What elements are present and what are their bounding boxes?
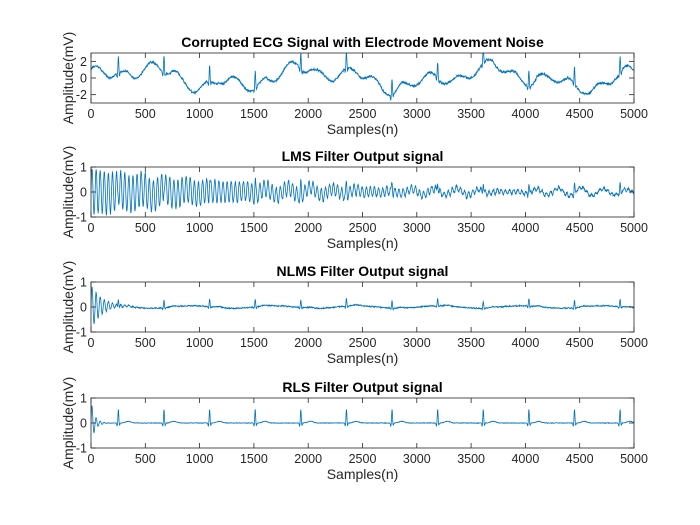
y-tick-label: 1 [80, 392, 87, 406]
subplot-3: 0 500 1000 1500 2000 2500 3000 3500 4000 4500 5000… [60, 261, 648, 366]
y-tick-label: 1 [80, 161, 87, 175]
x-tick-label: 4000 [511, 452, 539, 466]
x-tick-label: 2500 [349, 452, 377, 466]
subplot-title: Corrupted ECG Signal with Electrode Move… [181, 34, 544, 50]
y-tick-label: -1 [76, 211, 87, 225]
y-tick-label: -1 [76, 326, 87, 340]
x-tick-label: 2500 [349, 336, 377, 350]
x-tick-label: 4500 [566, 452, 594, 466]
y-tick-label: 2 [80, 55, 87, 69]
x-tick-label: 1000 [186, 221, 214, 235]
x-tick-label: 2000 [294, 452, 322, 466]
x-tick-label: 4000 [511, 221, 539, 235]
y-tick-label: 0 [80, 417, 87, 431]
x-tick-label: 5000 [620, 452, 648, 466]
x-tick-label: 4500 [566, 336, 594, 350]
x-tick-label: 500 [135, 336, 156, 350]
y-axis-label: Amplitude(mV) [60, 261, 76, 354]
x-tick-label: 4000 [511, 336, 539, 350]
x-axis-label: Samples(n) [327, 466, 399, 482]
x-tick-label: 4000 [511, 107, 539, 121]
x-tick-label: 2500 [349, 107, 377, 121]
x-tick-label: 0 [88, 221, 95, 235]
subplot-1: 0 500 1000 1500 2000 2500 3000 3500 4000 4500 5000… [60, 32, 648, 137]
signal-line [91, 168, 634, 216]
y-tick-label: 1 [80, 276, 87, 290]
x-tick-label: 5000 [620, 221, 648, 235]
signal-line [91, 404, 634, 434]
x-tick-label: 3500 [457, 221, 485, 235]
subplot-4: 0 500 1000 1500 2000 2500 3000 3500 4000 4500 5000… [60, 377, 648, 482]
y-axis-label: Amplitude(mV) [60, 32, 76, 125]
subplot-title: NLMS Filter Output signal [277, 263, 449, 279]
x-tick-label: 500 [135, 221, 156, 235]
x-tick-label: 3000 [403, 221, 431, 235]
x-tick-label: 500 [135, 107, 156, 121]
x-tick-label: 0 [88, 452, 95, 466]
x-axis-label: Samples(n) [327, 121, 399, 137]
x-tick-label: 3500 [457, 336, 485, 350]
x-tick-label: 0 [88, 336, 95, 350]
y-tick-label: 0 [80, 72, 87, 86]
x-tick-label: 1000 [186, 452, 214, 466]
x-tick-label: 5000 [620, 336, 648, 350]
axes-area [91, 167, 634, 217]
x-tick-label: 5000 [620, 107, 648, 121]
x-tick-label: 3000 [403, 107, 431, 121]
subplot-title: LMS Filter Output signal [282, 148, 444, 164]
subplot-title: RLS Filter Output signal [282, 379, 442, 395]
y-tick-label: 0 [80, 186, 87, 200]
y-axis-label: Amplitude(mV) [60, 146, 76, 239]
y-axis-label: Amplitude(mV) [60, 377, 76, 470]
y-tick-label: -1 [76, 442, 87, 456]
x-tick-label: 1500 [240, 336, 268, 350]
x-tick-label: 4500 [566, 107, 594, 121]
x-tick-label: 1000 [186, 107, 214, 121]
x-tick-label: 2000 [294, 107, 322, 121]
x-tick-label: 1500 [240, 452, 268, 466]
signal-line [91, 53, 634, 102]
axes-area [91, 282, 634, 332]
x-tick-label: 2500 [349, 221, 377, 235]
x-tick-label: 1500 [240, 221, 268, 235]
x-tick-label: 4500 [566, 221, 594, 235]
x-tick-label: 3000 [403, 452, 431, 466]
y-tick-label: 0 [80, 301, 87, 315]
x-tick-label: 0 [88, 107, 95, 121]
x-axis-label: Samples(n) [327, 350, 399, 366]
y-tick-label: -2 [76, 88, 87, 102]
x-tick-label: 1500 [240, 107, 268, 121]
x-tick-label: 1000 [186, 336, 214, 350]
x-axis-label: Samples(n) [327, 235, 399, 251]
signal-line [91, 286, 634, 324]
x-tick-label: 3500 [457, 107, 485, 121]
x-tick-label: 3500 [457, 452, 485, 466]
x-tick-label: 2000 [294, 336, 322, 350]
x-tick-label: 500 [135, 452, 156, 466]
subplot-2: 0 500 1000 1500 2000 2500 3000 3500 4000 4500 5000… [60, 146, 648, 251]
x-tick-label: 3000 [403, 336, 431, 350]
x-tick-label: 2000 [294, 221, 322, 235]
